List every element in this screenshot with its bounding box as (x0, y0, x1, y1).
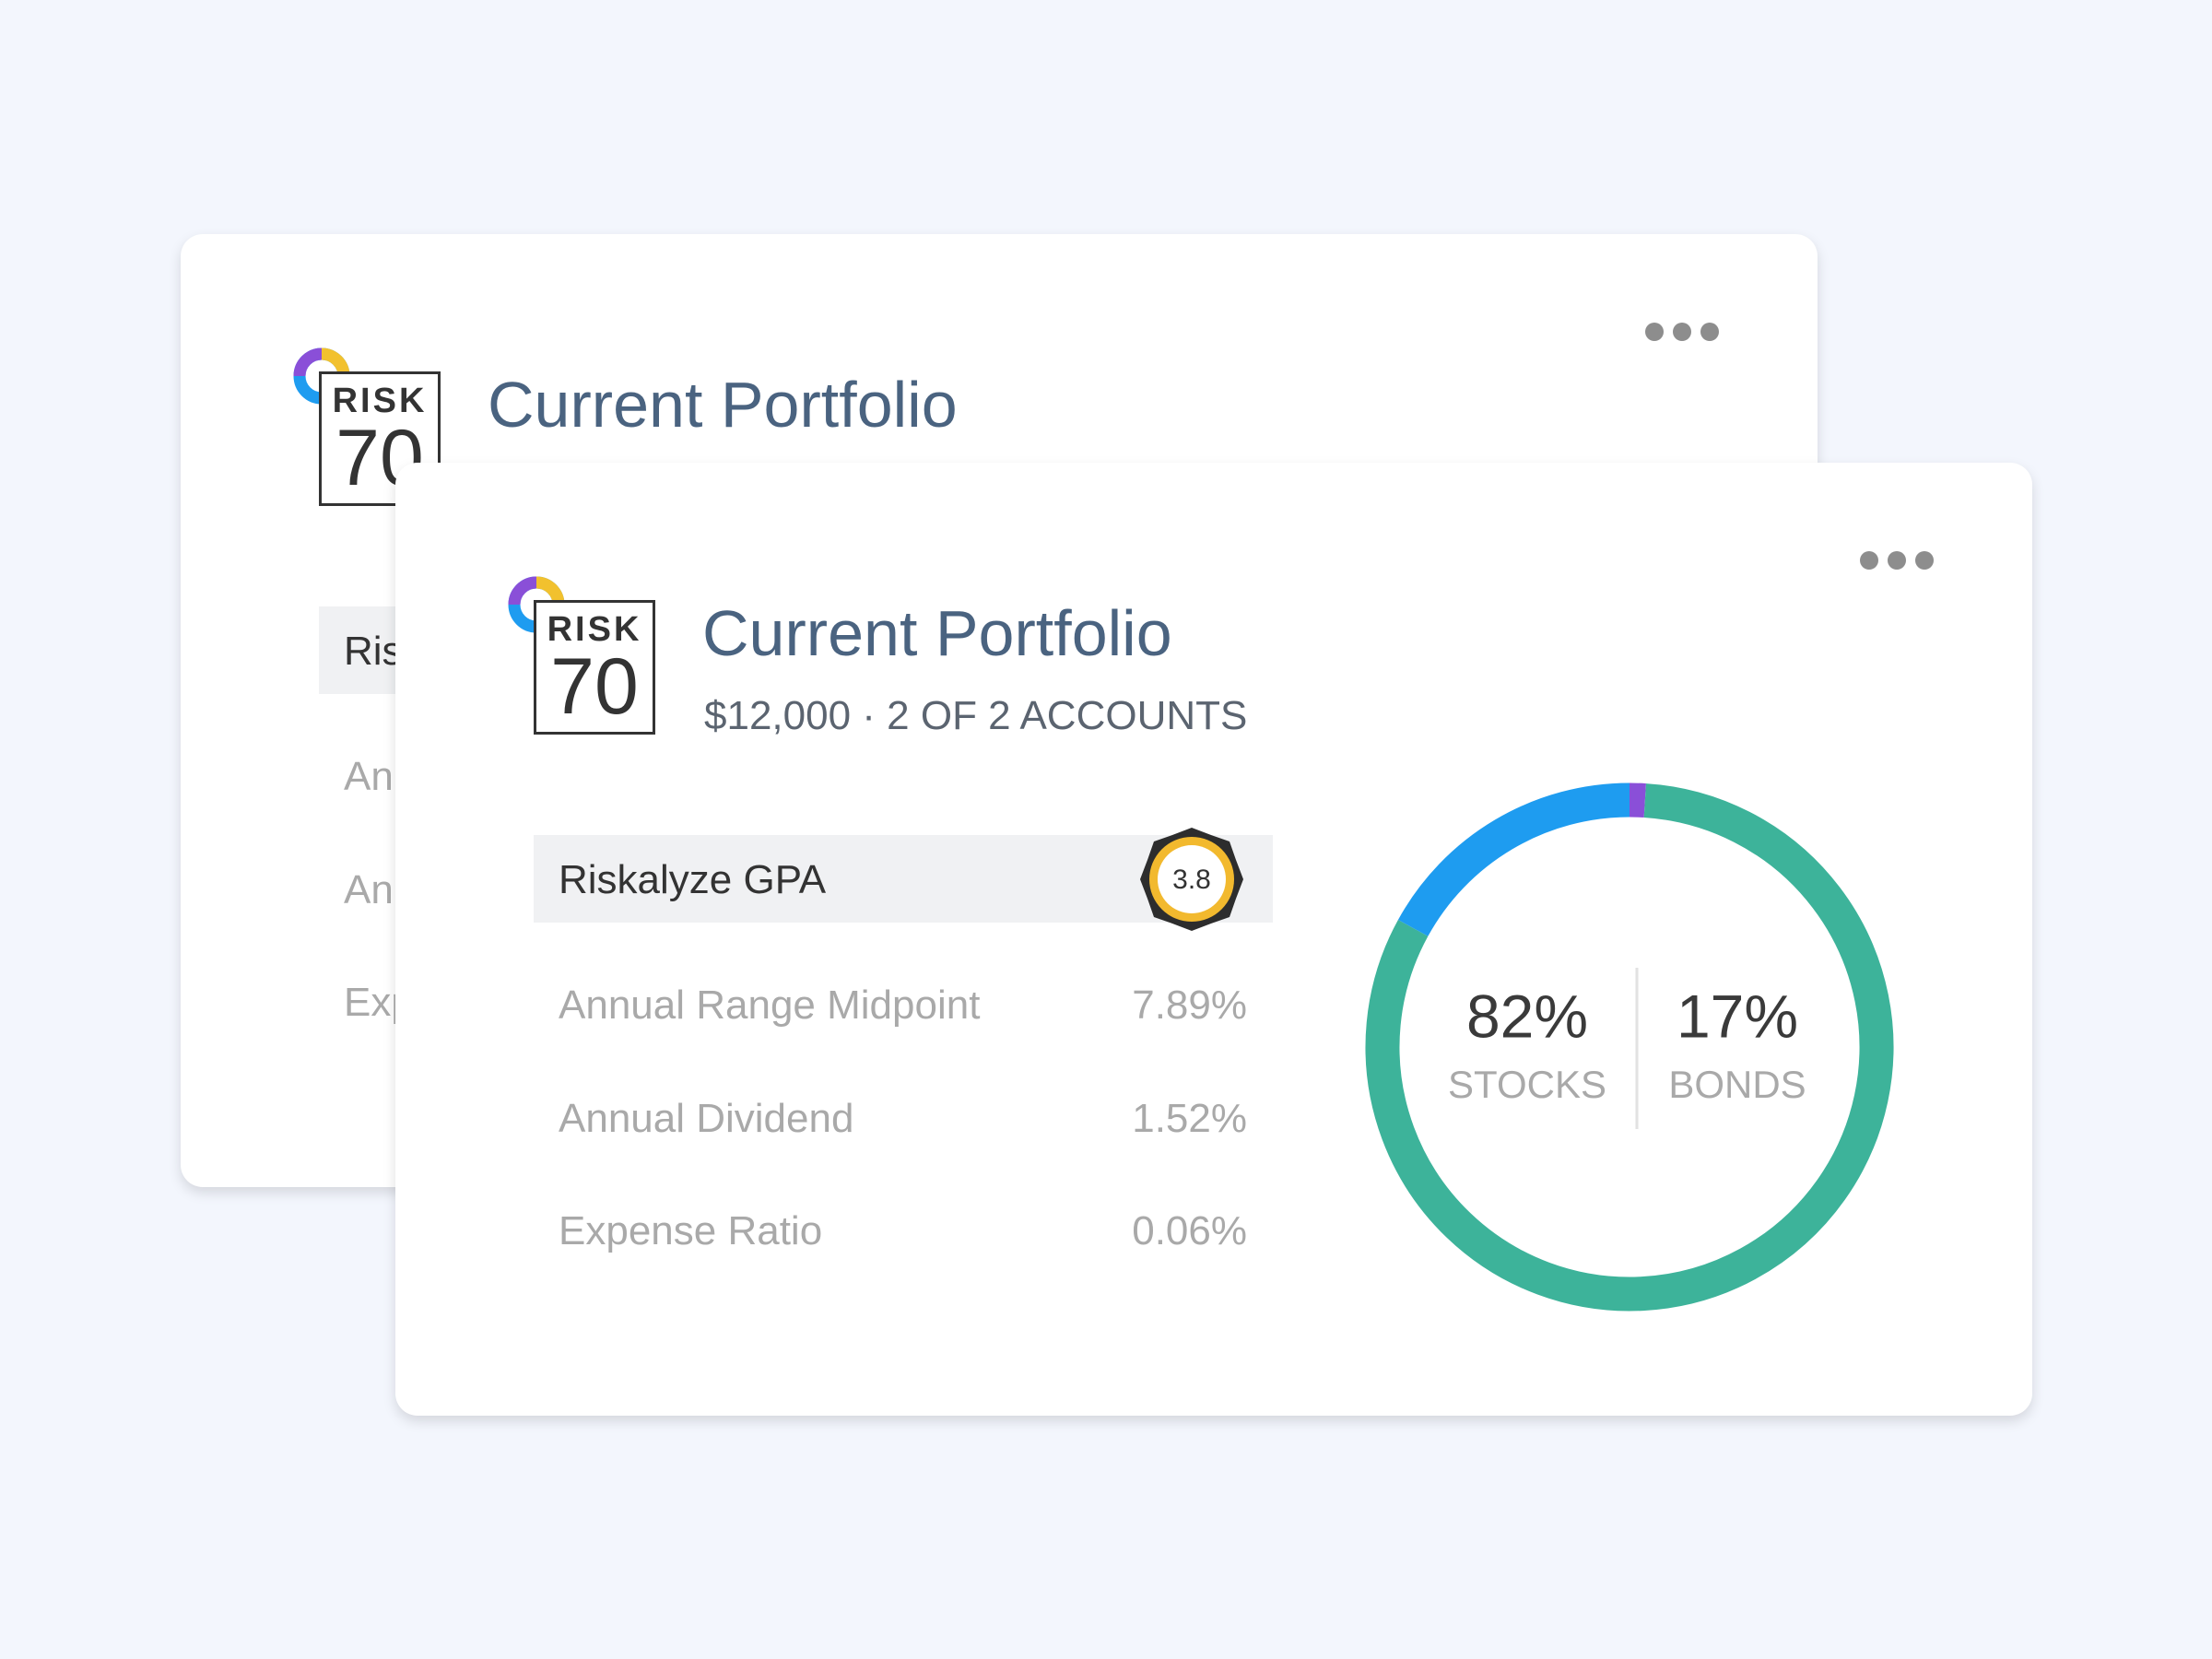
metric-label: Expense Ratio (559, 1208, 823, 1253)
donut-segment (1365, 783, 1894, 1312)
card-title: Current Portfolio (702, 597, 1172, 669)
dot (1888, 551, 1906, 570)
allocation-label: STOCKS (1448, 1063, 1606, 1106)
donut-segment (1397, 782, 1630, 936)
risk-label: RISK (332, 382, 428, 420)
metric-label: Annual Dividend (559, 1096, 854, 1141)
allocation-percent: 82% (1466, 982, 1588, 1050)
risk-logo: RISK 70 (534, 600, 655, 735)
dot (1860, 551, 1878, 570)
card-title: Current Portfolio (488, 369, 958, 441)
dot (1673, 323, 1691, 341)
metric-value: 1.52% (1132, 1096, 1247, 1141)
allocation-label: BONDS (1668, 1063, 1806, 1106)
badge-center (1158, 845, 1226, 913)
dot (1700, 323, 1719, 341)
ring-part (508, 576, 537, 606)
metric-label: Annual Range Midpoint (559, 982, 981, 1028)
allocation-donut: 82% STOCKS 17% BONDS (1365, 782, 1894, 1312)
gpa-label: Riskalyze GPA (559, 857, 827, 902)
risk-label: RISK (547, 610, 642, 649)
allocation-percent: 17% (1677, 982, 1798, 1050)
risk-score: 70 (550, 642, 639, 731)
donut-segment (1629, 782, 1646, 818)
gpa-badge: 3.8 (1140, 828, 1243, 931)
dot (1645, 323, 1664, 341)
gpa-row: Riskalyze GPA 3.8 (534, 828, 1273, 931)
metric-value: 0.06% (1132, 1208, 1247, 1253)
portfolio-card: RISK 70 Current Portfolio $12,000 · 2 OF… (395, 463, 2032, 1416)
metric-value: 7.89% (1132, 982, 1247, 1028)
dot (1915, 551, 1934, 570)
ring-part (293, 347, 323, 377)
gpa-value: 3.8 (1172, 865, 1211, 895)
card-subtitle: $12,000 · 2 OF 2 ACCOUNTS (704, 693, 1248, 738)
